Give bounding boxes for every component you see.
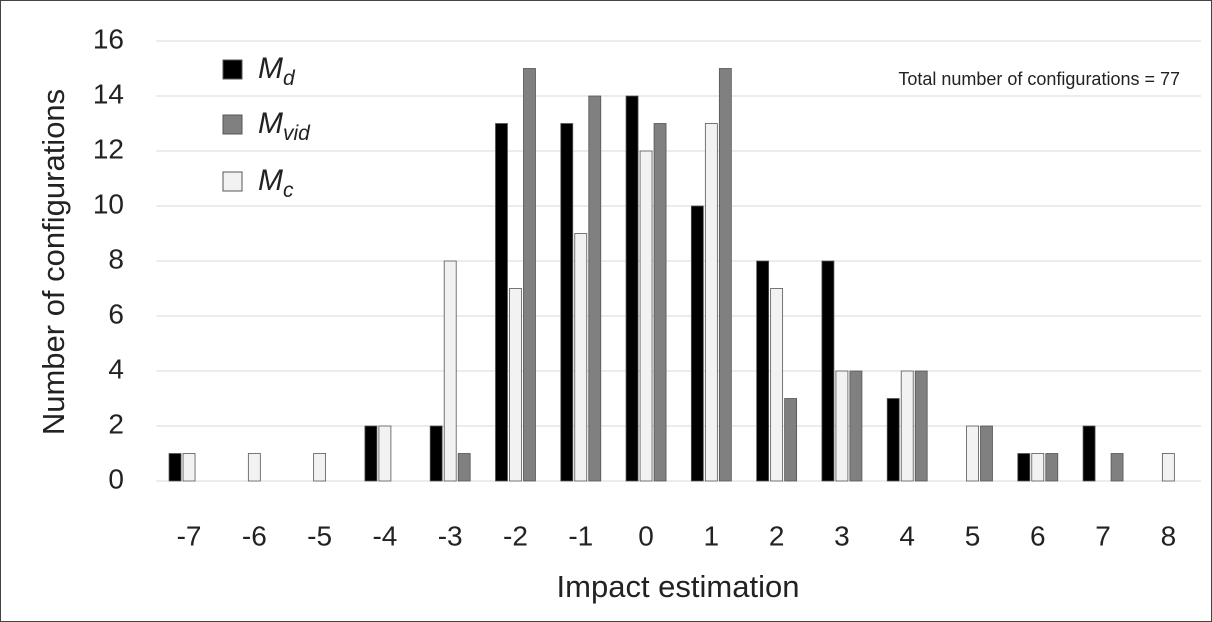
y-tick-label: 4 bbox=[108, 353, 124, 384]
legend-swatch bbox=[222, 114, 243, 135]
bar bbox=[495, 123, 508, 482]
legend-label: Md bbox=[258, 52, 296, 90]
x-axis-title: Impact estimation bbox=[557, 569, 800, 604]
x-tick-label: 8 bbox=[1161, 520, 1177, 551]
bar bbox=[1161, 453, 1175, 482]
bar bbox=[690, 205, 704, 482]
x-tick-label: 2 bbox=[769, 520, 785, 551]
bar bbox=[523, 68, 536, 482]
x-tick-label: -6 bbox=[242, 520, 267, 551]
bar bbox=[639, 150, 653, 482]
bar bbox=[756, 260, 770, 482]
bar bbox=[588, 95, 602, 482]
bar bbox=[900, 370, 914, 482]
x-tick-label: 4 bbox=[899, 520, 915, 551]
bar bbox=[429, 425, 443, 482]
x-tick-label: 6 bbox=[1030, 520, 1046, 551]
y-tick-label: 14 bbox=[93, 78, 124, 109]
bar bbox=[886, 398, 900, 482]
x-tick-label: 3 bbox=[834, 520, 850, 551]
bar bbox=[378, 425, 392, 482]
bar bbox=[1110, 453, 1124, 482]
bar bbox=[821, 260, 835, 482]
bar bbox=[980, 425, 993, 482]
bar bbox=[364, 425, 378, 482]
bar bbox=[1045, 453, 1059, 482]
bar bbox=[704, 123, 718, 482]
legend-swatch bbox=[222, 171, 243, 192]
x-tick-label: 0 bbox=[638, 520, 654, 551]
bar bbox=[1017, 453, 1031, 482]
bar bbox=[653, 123, 667, 482]
annotation: Total number of configurations = 77 bbox=[898, 69, 1180, 89]
x-tick-label: 7 bbox=[1095, 520, 1111, 551]
legend-label: Mvid bbox=[258, 107, 311, 145]
y-tick-label: 8 bbox=[108, 243, 124, 274]
bar bbox=[247, 453, 261, 482]
bar bbox=[560, 123, 574, 482]
bar bbox=[313, 453, 327, 482]
bar bbox=[966, 425, 979, 482]
x-tick-label: 5 bbox=[965, 520, 981, 551]
bar bbox=[770, 288, 784, 482]
x-tick-label: -7 bbox=[177, 520, 202, 551]
x-tick-label: -5 bbox=[307, 520, 332, 551]
bar bbox=[509, 288, 522, 482]
y-tick-label: 6 bbox=[108, 298, 124, 329]
bar bbox=[625, 95, 639, 482]
legend-swatch bbox=[222, 59, 243, 80]
y-axis-title: Number of configurations bbox=[36, 89, 71, 435]
bar bbox=[1031, 453, 1045, 482]
x-tick-label: -2 bbox=[503, 520, 528, 551]
x-tick-label: -4 bbox=[372, 520, 397, 551]
legend-label: Mc bbox=[258, 164, 294, 202]
bar bbox=[835, 370, 849, 482]
y-tick-label: 12 bbox=[93, 133, 124, 164]
bar bbox=[914, 370, 928, 482]
bar bbox=[182, 453, 196, 482]
bar bbox=[784, 398, 798, 482]
y-tick-label: 10 bbox=[93, 188, 124, 219]
y-tick-label: 2 bbox=[108, 408, 124, 439]
bar bbox=[1082, 425, 1096, 482]
x-tick-label: -1 bbox=[568, 520, 593, 551]
bar bbox=[574, 233, 588, 482]
bar bbox=[718, 68, 732, 482]
bar bbox=[168, 453, 182, 482]
y-tick-label: 0 bbox=[108, 463, 124, 494]
y-tick-label: 16 bbox=[93, 23, 124, 54]
bar bbox=[457, 453, 471, 482]
x-tick-label: 1 bbox=[704, 520, 720, 551]
x-tick-label: -3 bbox=[438, 520, 463, 551]
bar bbox=[443, 260, 457, 482]
bar bbox=[849, 370, 863, 482]
